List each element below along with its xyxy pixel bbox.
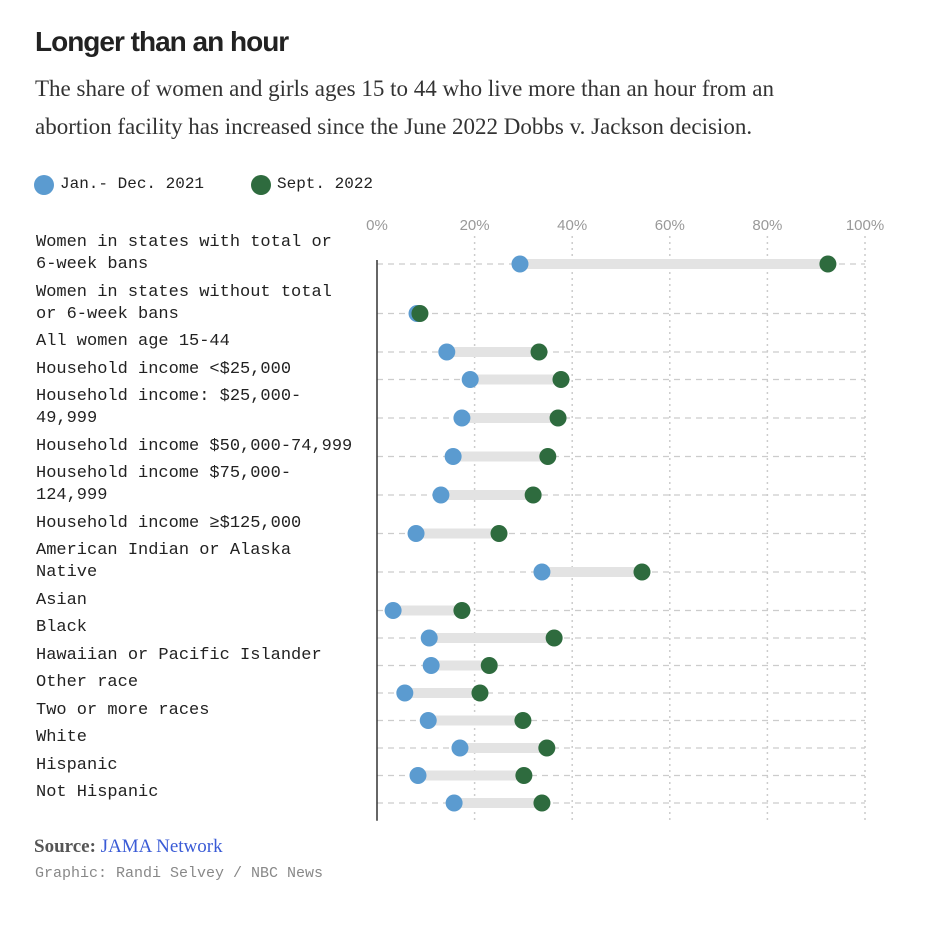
dot xyxy=(444,448,462,465)
category-label: Women in states with total or 6-week ban… xyxy=(36,233,332,274)
dot xyxy=(432,486,450,504)
dot xyxy=(514,712,532,729)
category-label: Asian xyxy=(36,590,88,610)
dot xyxy=(453,409,471,427)
dot xyxy=(549,409,567,427)
dot xyxy=(515,767,533,784)
legend-marker xyxy=(34,175,54,195)
dot xyxy=(545,629,563,647)
chart-subtitle: The share of women and girls ages 15 to … xyxy=(35,76,774,139)
dot xyxy=(461,371,479,388)
category-label: Two or more races xyxy=(36,700,210,720)
legend-label: Jan.- Dec. 2021 xyxy=(60,175,205,193)
dot xyxy=(539,448,557,465)
dot xyxy=(419,712,437,729)
category-label: Household income <$25,000 xyxy=(36,359,292,379)
legend-label: Sept. 2022 xyxy=(277,175,374,193)
x-tick-label: 40% xyxy=(557,217,587,234)
category-label: Hispanic xyxy=(36,755,118,775)
dot xyxy=(409,767,427,784)
dot xyxy=(538,739,556,757)
dot xyxy=(511,255,529,273)
dot xyxy=(530,343,548,361)
dot xyxy=(384,602,402,619)
dot xyxy=(451,739,469,757)
x-tick-label: 60% xyxy=(655,217,685,234)
dot xyxy=(552,371,570,388)
dot xyxy=(633,563,651,581)
dot xyxy=(411,305,429,322)
category-label: Black xyxy=(36,618,88,637)
category-label: Household income $75,000-124,999 xyxy=(36,464,292,505)
dot xyxy=(533,794,551,812)
category-label: Hawaiian or Pacific Islander xyxy=(36,645,322,665)
dot xyxy=(453,602,471,619)
source: Source: JAMA Network xyxy=(34,836,223,858)
category-label: All women age 15-44 xyxy=(36,332,230,351)
dot xyxy=(445,794,463,812)
dot xyxy=(819,255,837,273)
x-tick-label: 0% xyxy=(366,217,388,234)
dot xyxy=(422,657,440,674)
chart-title: Longer than an hour xyxy=(35,26,289,57)
category-label: Other race xyxy=(36,673,139,692)
category-label: White xyxy=(36,728,88,747)
category-label: Not Hispanic xyxy=(36,783,159,802)
x-tick-label: 100% xyxy=(846,217,884,234)
dot xyxy=(407,525,425,542)
category-label: Household income ≥$125,000 xyxy=(36,513,302,533)
x-tick-label: 20% xyxy=(460,217,490,234)
legend-marker xyxy=(251,175,271,195)
credit: Graphic: Randi Selvey / NBC News xyxy=(35,865,324,882)
dot xyxy=(396,684,414,702)
dot xyxy=(420,629,438,647)
category-label: American Indian or Alaska Native xyxy=(36,541,292,582)
dot xyxy=(438,343,456,361)
category-label: Household income $50,000-74,999 xyxy=(36,436,353,456)
source-link[interactable]: JAMA Network xyxy=(100,836,223,857)
dot xyxy=(471,684,489,702)
source-label: Source: xyxy=(34,836,96,857)
x-tick-label: 80% xyxy=(752,217,782,234)
dot xyxy=(490,525,508,542)
dot xyxy=(524,486,542,504)
dot xyxy=(533,563,551,581)
dot xyxy=(480,657,498,674)
category-label: Women in states without total or 6-week … xyxy=(36,282,332,324)
category-label: Household income: $25,000-49,999 xyxy=(36,387,302,428)
